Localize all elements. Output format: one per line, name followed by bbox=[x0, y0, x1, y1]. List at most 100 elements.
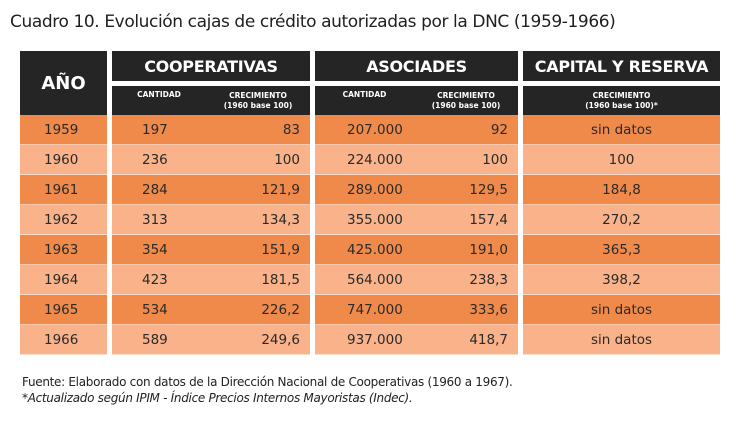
header-separator bbox=[315, 81, 518, 86]
cell-coop-cantidad: 313 bbox=[112, 205, 206, 235]
cell-capital: 100 bbox=[523, 145, 720, 175]
cell-asoc-crecimiento: 100 bbox=[414, 145, 518, 175]
subheader-coop-crecimiento: CRECIMIENTO (1960 base 100) bbox=[206, 86, 310, 115]
column-gap bbox=[107, 115, 112, 145]
column-gap bbox=[518, 325, 523, 355]
cell-coop-cantidad: 197 bbox=[112, 115, 206, 145]
cell-coop-cantidad: 534 bbox=[112, 295, 206, 325]
cell-coop-crecimiento: 83 bbox=[206, 115, 310, 145]
subheader-label: CRECIMIENTO bbox=[592, 90, 651, 100]
cell-year: 1963 bbox=[20, 235, 107, 265]
cell-coop-crecimiento: 121,9 bbox=[206, 175, 310, 205]
cell-asoc-cantidad: 289.000 bbox=[315, 175, 414, 205]
column-gap bbox=[107, 235, 112, 265]
header-asociados: ASOCIADES bbox=[315, 51, 518, 81]
cell-asoc-crecimiento: 418,7 bbox=[414, 325, 518, 355]
cell-asoc-crecimiento: 129,5 bbox=[414, 175, 518, 205]
table-title: Cuadro 10. Evolución cajas de crédito au… bbox=[10, 12, 616, 32]
header-gap bbox=[107, 51, 112, 115]
table-footer: Fuente: Elaborado con datos de la Direcc… bbox=[22, 374, 732, 406]
column-gap bbox=[518, 295, 523, 325]
column-gap bbox=[310, 265, 315, 295]
column-gap bbox=[107, 325, 112, 355]
column-gap bbox=[310, 295, 315, 325]
header-cooperativas: COOPERATIVAS bbox=[112, 51, 310, 81]
cell-year: 1960 bbox=[20, 145, 107, 175]
cell-year: 1959 bbox=[20, 115, 107, 145]
column-gap bbox=[518, 205, 523, 235]
cell-asoc-crecimiento: 92 bbox=[414, 115, 518, 145]
cell-capital: 270,2 bbox=[523, 205, 720, 235]
subheader-label: (1960 base 100) bbox=[223, 100, 293, 110]
subheader-label: CRECIMIENTO bbox=[229, 90, 287, 100]
header-capital: CAPITAL Y RESERVA bbox=[523, 51, 720, 81]
subheader-label: CANTIDAD bbox=[137, 90, 181, 99]
subheader-label: (1960 base 100)* bbox=[585, 100, 658, 110]
cell-asoc-cantidad: 207.000 bbox=[315, 115, 414, 145]
cell-coop-crecimiento: 134,3 bbox=[206, 205, 310, 235]
column-gap bbox=[107, 265, 112, 295]
subheader-asoc-crecimiento: CRECIMIENTO (1960 base 100) bbox=[414, 86, 518, 115]
cell-coop-cantidad: 354 bbox=[112, 235, 206, 265]
column-gap bbox=[107, 205, 112, 235]
cell-asoc-crecimiento: 333,6 bbox=[414, 295, 518, 325]
header-gap bbox=[310, 51, 315, 115]
cell-asoc-crecimiento: 191,0 bbox=[414, 235, 518, 265]
cell-asoc-crecimiento: 238,3 bbox=[414, 265, 518, 295]
column-gap bbox=[310, 235, 315, 265]
cell-year: 1965 bbox=[20, 295, 107, 325]
subheader-capital-crecimiento: CRECIMIENTO (1960 base 100)* bbox=[523, 86, 720, 115]
cell-year: 1964 bbox=[20, 265, 107, 295]
cell-capital: 398,2 bbox=[523, 265, 720, 295]
column-gap bbox=[107, 145, 112, 175]
cell-asoc-cantidad: 937.000 bbox=[315, 325, 414, 355]
cell-coop-cantidad: 236 bbox=[112, 145, 206, 175]
cell-coop-cantidad: 284 bbox=[112, 175, 206, 205]
column-gap bbox=[518, 145, 523, 175]
cell-coop-crecimiento: 249,6 bbox=[206, 325, 310, 355]
cell-year: 1966 bbox=[20, 325, 107, 355]
footer-source: Fuente: Elaborado con datos de la Direcc… bbox=[22, 375, 513, 389]
cell-capital: sin datos bbox=[523, 115, 720, 145]
column-gap bbox=[310, 145, 315, 175]
header-gap bbox=[518, 51, 523, 115]
header-separator bbox=[523, 81, 720, 86]
column-gap bbox=[518, 175, 523, 205]
cell-coop-crecimiento: 181,5 bbox=[206, 265, 310, 295]
subheader-coop-cantidad: CANTIDAD bbox=[112, 86, 206, 115]
cell-asoc-cantidad: 355.000 bbox=[315, 205, 414, 235]
subheader-label: (1960 base 100) bbox=[431, 100, 501, 110]
cell-asoc-cantidad: 224.000 bbox=[315, 145, 414, 175]
column-gap bbox=[107, 295, 112, 325]
cell-capital: 365,3 bbox=[523, 235, 720, 265]
footer-note: *Actualizado según IPIM - Índice Precios… bbox=[22, 391, 413, 405]
cell-capital: sin datos bbox=[523, 295, 720, 325]
cell-asoc-cantidad: 564.000 bbox=[315, 265, 414, 295]
column-gap bbox=[310, 115, 315, 145]
cell-asoc-cantidad: 747.000 bbox=[315, 295, 414, 325]
cell-asoc-crecimiento: 157,4 bbox=[414, 205, 518, 235]
column-gap bbox=[107, 175, 112, 205]
header-separator bbox=[112, 81, 310, 86]
cell-coop-cantidad: 589 bbox=[112, 325, 206, 355]
column-gap bbox=[310, 325, 315, 355]
cell-capital: sin datos bbox=[523, 325, 720, 355]
cell-coop-crecimiento: 226,2 bbox=[206, 295, 310, 325]
cell-year: 1961 bbox=[20, 175, 107, 205]
header-anio: AÑO bbox=[20, 51, 107, 115]
cell-year: 1962 bbox=[20, 205, 107, 235]
subheader-label: CANTIDAD bbox=[342, 90, 387, 99]
column-gap bbox=[310, 175, 315, 205]
cell-coop-crecimiento: 151,9 bbox=[206, 235, 310, 265]
data-table: AÑO COOPERATIVAS ASOCIADES CAPITAL Y RES… bbox=[20, 51, 720, 359]
column-gap bbox=[310, 205, 315, 235]
subheader-asoc-cantidad: CANTIDAD bbox=[315, 86, 414, 115]
cell-asoc-cantidad: 425.000 bbox=[315, 235, 414, 265]
column-gap bbox=[518, 115, 523, 145]
subheader-label: CRECIMIENTO bbox=[437, 90, 495, 100]
cell-coop-cantidad: 423 bbox=[112, 265, 206, 295]
column-gap bbox=[518, 235, 523, 265]
column-gap bbox=[518, 265, 523, 295]
cell-capital: 184,8 bbox=[523, 175, 720, 205]
cell-coop-crecimiento: 100 bbox=[206, 145, 310, 175]
